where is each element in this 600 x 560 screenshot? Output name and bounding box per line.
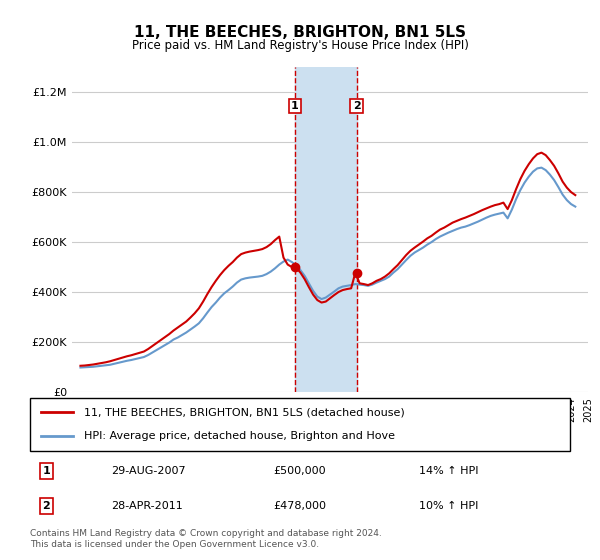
Text: 10% ↑ HPI: 10% ↑ HPI xyxy=(419,501,478,511)
Text: HPI: Average price, detached house, Brighton and Hove: HPI: Average price, detached house, Brig… xyxy=(84,431,395,441)
Text: 14% ↑ HPI: 14% ↑ HPI xyxy=(419,466,478,476)
FancyBboxPatch shape xyxy=(30,398,570,451)
Text: 1: 1 xyxy=(291,101,299,111)
Text: 11, THE BEECHES, BRIGHTON, BN1 5LS: 11, THE BEECHES, BRIGHTON, BN1 5LS xyxy=(134,25,466,40)
Text: Price paid vs. HM Land Registry's House Price Index (HPI): Price paid vs. HM Land Registry's House … xyxy=(131,39,469,52)
Bar xyxy=(295,67,356,392)
Text: £478,000: £478,000 xyxy=(273,501,326,511)
Text: £500,000: £500,000 xyxy=(273,466,326,476)
Text: 28-APR-2011: 28-APR-2011 xyxy=(111,501,183,511)
Text: 29-AUG-2007: 29-AUG-2007 xyxy=(111,466,185,476)
Text: 1: 1 xyxy=(43,466,50,476)
Text: Contains HM Land Registry data © Crown copyright and database right 2024.
This d: Contains HM Land Registry data © Crown c… xyxy=(30,529,382,549)
Text: 2: 2 xyxy=(353,101,361,111)
Text: 2: 2 xyxy=(43,501,50,511)
Text: 11, THE BEECHES, BRIGHTON, BN1 5LS (detached house): 11, THE BEECHES, BRIGHTON, BN1 5LS (deta… xyxy=(84,408,405,418)
